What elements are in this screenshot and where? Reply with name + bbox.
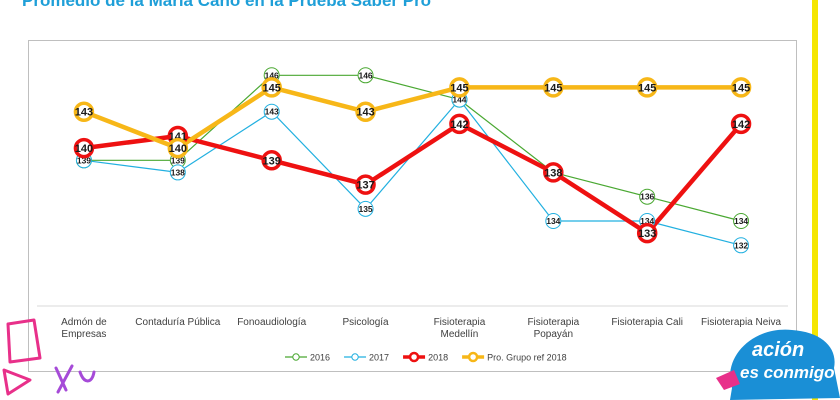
- data-label: 138: [544, 167, 562, 179]
- line-chart: 1391391461461441381361341391381431351441…: [37, 67, 788, 363]
- data-label: 138: [171, 167, 185, 177]
- data-label: 133: [638, 228, 656, 240]
- x-tick-label: Contaduría Pública: [135, 317, 220, 328]
- accent-stripe: [812, 0, 818, 400]
- brand-logo-graphic: ación es conmigo: [716, 329, 840, 400]
- series-lines: [83, 74, 743, 246]
- data-point-marker: [357, 200, 374, 217]
- data-label: 145: [450, 82, 468, 94]
- data-point-marker: [73, 101, 95, 122]
- data-point-marker: [636, 222, 658, 244]
- data-point-marker: [73, 137, 95, 159]
- data-label: 140: [169, 143, 187, 155]
- series-line-0: [83, 74, 742, 222]
- data-label: 140: [75, 143, 93, 155]
- data-label: 143: [356, 107, 374, 119]
- data-label: 136: [640, 192, 654, 202]
- data-label: 137: [356, 180, 374, 192]
- data-point-marker: [636, 77, 658, 98]
- x-tick-label: Fisioterapia Neiva: [701, 317, 781, 328]
- legend-item: 2018: [403, 351, 448, 363]
- data-label: 134: [734, 216, 748, 226]
- data-point-marker: [261, 150, 282, 171]
- x-tick-label: Fonoaudiología: [237, 317, 306, 328]
- legend-item: 2017: [344, 353, 389, 363]
- x-tick-label: Fisioterapia Medellín: [434, 317, 486, 340]
- slide-title: Promedio de la María Cano en la Prueba S…: [22, 0, 432, 10]
- data-label: 134: [546, 216, 560, 226]
- data-point-marker: [169, 164, 186, 181]
- logo-text-line2: es conmigo: [740, 363, 834, 382]
- x-tick-label: Psicología: [342, 317, 389, 328]
- data-label: 145: [544, 82, 562, 94]
- data-label: 146: [265, 70, 279, 80]
- data-point-marker: [730, 113, 752, 135]
- data-point-marker: [639, 188, 656, 205]
- data-point-marker: [733, 237, 750, 254]
- data-point-marker: [355, 101, 376, 122]
- logo-text-line1: ación: [752, 339, 804, 361]
- data-point-marker: [263, 103, 280, 120]
- data-point-marker: [449, 113, 470, 135]
- legend-label: 2017: [369, 353, 389, 363]
- data-label: 145: [263, 82, 281, 94]
- data-label: 132: [734, 240, 748, 250]
- chart-area: 1391391461461441381361341391381431351441…: [28, 40, 797, 372]
- x-tick-label: Admón de Empresas: [61, 317, 107, 340]
- data-point-marker: [167, 137, 189, 159]
- data-label: 144: [452, 95, 466, 105]
- data-point-marker: [449, 77, 470, 98]
- data-label: 143: [75, 107, 93, 119]
- data-label: 134: [640, 216, 654, 226]
- x-tick-label: Fisioterapia Cali: [611, 317, 683, 328]
- legend-item: 2016: [285, 353, 330, 363]
- data-label: 145: [638, 82, 656, 94]
- data-label: 142: [450, 119, 468, 131]
- data-label: 139: [77, 155, 91, 165]
- data-point-marker: [543, 162, 564, 183]
- legend-label: 2018: [428, 353, 448, 363]
- series-markers: 1391391461461441381361341391381431351441…: [73, 67, 752, 254]
- data-point-marker: [730, 77, 752, 98]
- x-tick-label: Fisioterapia Popayán: [527, 317, 579, 340]
- data-point-marker: [355, 174, 376, 195]
- legend: 2016 2017 2018 Pro. Grupo ref 2018: [285, 351, 567, 363]
- data-label: 139: [263, 155, 281, 167]
- series-line-3: [83, 85, 742, 151]
- legend-label: 2016: [310, 353, 330, 363]
- data-point-marker: [733, 213, 750, 229]
- legend-label: Pro. Grupo ref 2018: [487, 353, 567, 363]
- corner-doodle-graphic: [2, 318, 96, 396]
- data-label: 146: [358, 70, 372, 80]
- data-label: 142: [732, 119, 750, 131]
- data-point-marker: [357, 67, 374, 84]
- data-label: 143: [265, 107, 279, 117]
- data-label: 145: [732, 82, 750, 94]
- x-tick-labels: Admón de Empresas Contaduría Pública Fonoau…: [61, 317, 781, 340]
- data-point-marker: [543, 77, 564, 98]
- data-point-marker: [545, 213, 562, 229]
- legend-item: Pro. Grupo ref 2018: [462, 351, 567, 363]
- data-point-marker: [261, 77, 282, 98]
- data-label: 135: [358, 204, 372, 214]
- data-label: 139: [171, 155, 185, 165]
